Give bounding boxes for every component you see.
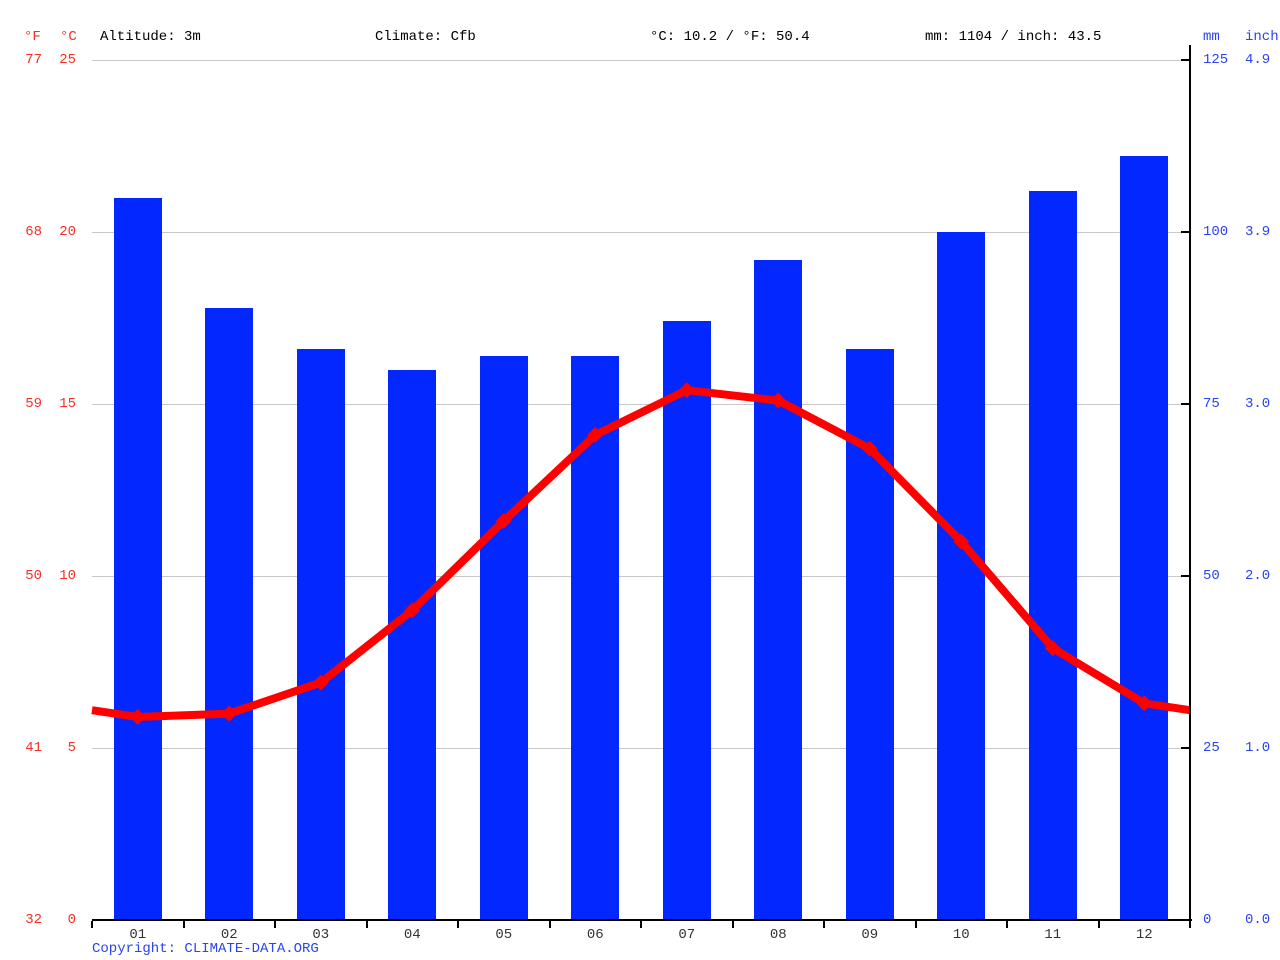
- precip-bar-01: [113, 197, 162, 920]
- temp-point-08: [770, 392, 787, 409]
- x-axis-tick: [823, 921, 825, 928]
- f-axis-label: 32: [25, 912, 42, 928]
- x-axis-tick: [640, 921, 642, 928]
- grid-line: [92, 404, 1190, 405]
- right-axis-tick: [1181, 403, 1189, 405]
- c-axis-label: 10: [59, 568, 76, 584]
- month-label-12: 12: [1135, 927, 1153, 943]
- mm-axis-label: 75: [1203, 396, 1220, 412]
- right-axis-tick: [1181, 747, 1189, 749]
- inch-axis-label: 3.9: [1245, 224, 1271, 240]
- mm-axis-label: 125: [1203, 52, 1229, 68]
- temp-point-04: [404, 602, 421, 619]
- month-label-07: 07: [678, 927, 696, 943]
- header-f-unit: °F: [24, 29, 41, 45]
- precip-bar-08: [754, 259, 803, 920]
- precip-bar-05: [479, 355, 528, 920]
- c-axis-label: 15: [59, 396, 76, 412]
- precip-bar-03: [296, 348, 345, 920]
- f-axis-label: 59: [25, 396, 42, 412]
- f-axis-label: 41: [25, 740, 42, 756]
- inch-axis-label: 3.0: [1245, 396, 1271, 412]
- x-axis-tick: [182, 921, 185, 928]
- grid-line: [92, 232, 1190, 233]
- right-axis-tick: [1181, 919, 1189, 921]
- x-axis-tick: [1097, 921, 1100, 928]
- x-axis-tick: [457, 921, 459, 928]
- f-axis-label: 50: [25, 568, 42, 584]
- month-label-11: 11: [1044, 927, 1062, 943]
- temp-point-11: [1044, 640, 1061, 657]
- mm-axis-label: 100: [1203, 224, 1229, 240]
- header-temp-summary: °C: 10.2 / °F: 50.4: [650, 29, 810, 45]
- temp-point-07: [678, 382, 695, 399]
- c-axis-label: 0: [67, 912, 76, 928]
- f-axis-label: 77: [25, 52, 42, 68]
- x-axis-tick: [548, 921, 551, 928]
- precip-bar-04: [388, 369, 437, 920]
- x-axis-tick: [91, 921, 93, 928]
- temp-point-12: [1136, 695, 1153, 712]
- x-axis-tick: [1006, 921, 1008, 928]
- c-axis-label: 5: [67, 740, 76, 756]
- f-axis-label: 68: [25, 224, 42, 240]
- x-axis-tick: [914, 921, 917, 928]
- month-label-08: 08: [769, 927, 787, 943]
- header-precip-summary: mm: 1104 / inch: 43.5: [925, 29, 1102, 45]
- month-label-09: 09: [861, 927, 879, 943]
- month-label-04: 04: [403, 927, 421, 943]
- copyright-link[interactable]: Copyright: CLIMATE-DATA.ORG: [92, 941, 319, 957]
- grid-line: [92, 60, 1190, 61]
- temp-point-06: [587, 426, 604, 443]
- x-axis-tick: [274, 921, 276, 928]
- x-axis-line: [92, 919, 1192, 921]
- inch-axis-label: 0.0: [1245, 912, 1271, 928]
- c-axis-label: 20: [59, 224, 76, 240]
- month-label-05: 05: [495, 927, 513, 943]
- temp-point-09: [861, 440, 878, 457]
- right-axis-tick: [1181, 231, 1189, 233]
- c-axis-label: 25: [59, 52, 76, 68]
- temp-point-03: [312, 674, 329, 691]
- inch-axis-label: 4.9: [1245, 52, 1271, 68]
- x-axis-tick: [1189, 921, 1191, 928]
- x-axis-tick: [365, 921, 368, 928]
- precip-bar-10: [937, 232, 986, 920]
- temp-line-svg: [91, 382, 1191, 726]
- x-axis-tick: [731, 921, 734, 928]
- month-label-01: 01: [129, 927, 147, 943]
- right-axis-tick: [1181, 59, 1189, 61]
- header-inch-unit: inch: [1245, 29, 1279, 45]
- header-climate: Climate: Cfb: [375, 29, 476, 45]
- temp-point-10: [953, 533, 970, 550]
- precip-bar-07: [662, 321, 711, 920]
- inch-axis-label: 1.0: [1245, 740, 1271, 756]
- header-c-unit: °C: [60, 29, 77, 45]
- month-label-10: 10: [952, 927, 970, 943]
- month-label-03: 03: [312, 927, 330, 943]
- temp-line: [91, 386, 1191, 721]
- inch-axis-label: 2.0: [1245, 568, 1271, 584]
- temp-point-05: [495, 512, 512, 529]
- plot-area: [91, 60, 1191, 920]
- precip-bar-11: [1028, 190, 1077, 920]
- header-altitude: Altitude: 3m: [100, 29, 201, 45]
- month-label-06: 06: [586, 927, 604, 943]
- right-axis-line: [1189, 45, 1191, 921]
- temp-point-02: [221, 705, 238, 722]
- right-axis-tick: [1181, 575, 1189, 577]
- mm-axis-label: 0: [1203, 912, 1212, 928]
- precip-bar-12: [1120, 156, 1169, 920]
- precip-bar-02: [205, 307, 254, 920]
- copyright-link-text[interactable]: Copyright: CLIMATE-DATA.ORG: [92, 941, 319, 957]
- month-label-02: 02: [220, 927, 238, 943]
- grid-line: [92, 576, 1190, 577]
- mm-axis-label: 25: [1203, 740, 1220, 756]
- mm-axis-label: 50: [1203, 568, 1220, 584]
- header-mm-unit: mm: [1203, 29, 1220, 45]
- grid-line: [92, 748, 1190, 749]
- temp-point-01: [129, 709, 146, 726]
